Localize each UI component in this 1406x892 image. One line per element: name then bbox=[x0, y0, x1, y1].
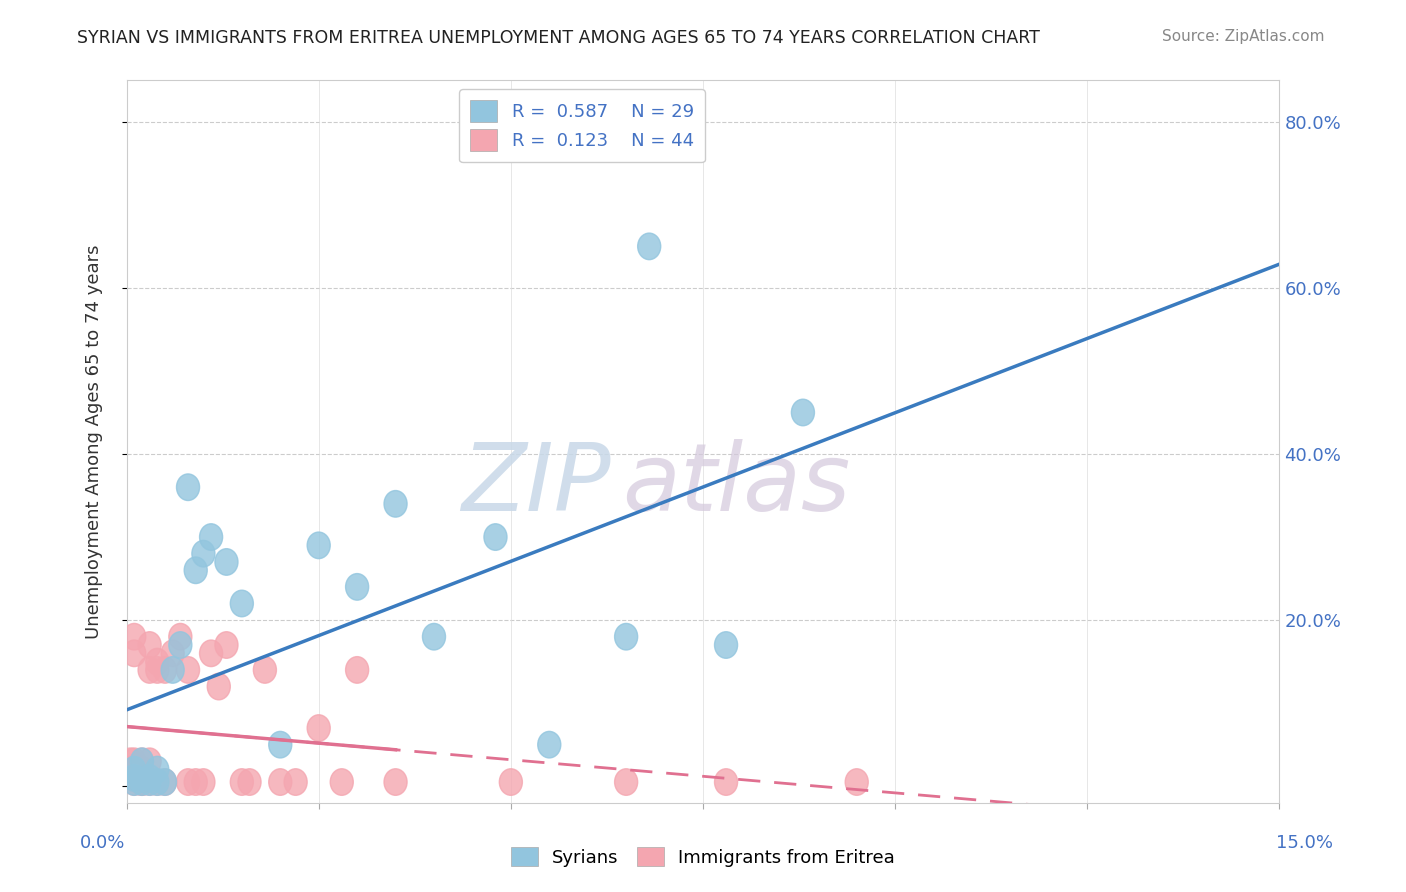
Ellipse shape bbox=[131, 756, 153, 783]
Ellipse shape bbox=[122, 764, 146, 791]
Ellipse shape bbox=[153, 769, 177, 796]
Ellipse shape bbox=[122, 764, 146, 791]
Ellipse shape bbox=[253, 657, 277, 683]
Ellipse shape bbox=[146, 756, 169, 783]
Ellipse shape bbox=[177, 474, 200, 500]
Ellipse shape bbox=[269, 731, 292, 758]
Ellipse shape bbox=[537, 731, 561, 758]
Ellipse shape bbox=[207, 673, 231, 700]
Ellipse shape bbox=[638, 233, 661, 260]
Ellipse shape bbox=[184, 769, 207, 796]
Ellipse shape bbox=[122, 756, 146, 783]
Ellipse shape bbox=[215, 632, 238, 658]
Ellipse shape bbox=[153, 769, 177, 796]
Ellipse shape bbox=[131, 748, 153, 774]
Ellipse shape bbox=[238, 769, 262, 796]
Ellipse shape bbox=[146, 648, 169, 675]
Ellipse shape bbox=[138, 748, 162, 774]
Legend: R =  0.587    N = 29, R =  0.123    N = 44: R = 0.587 N = 29, R = 0.123 N = 44 bbox=[460, 89, 704, 162]
Ellipse shape bbox=[384, 491, 408, 517]
Ellipse shape bbox=[131, 764, 153, 791]
Ellipse shape bbox=[162, 657, 184, 683]
Ellipse shape bbox=[614, 624, 638, 650]
Ellipse shape bbox=[307, 714, 330, 741]
Ellipse shape bbox=[346, 574, 368, 600]
Ellipse shape bbox=[138, 769, 162, 796]
Ellipse shape bbox=[131, 769, 153, 796]
Ellipse shape bbox=[162, 640, 184, 666]
Ellipse shape bbox=[169, 632, 191, 658]
Ellipse shape bbox=[845, 769, 869, 796]
Ellipse shape bbox=[384, 769, 408, 796]
Ellipse shape bbox=[714, 769, 738, 796]
Text: Source: ZipAtlas.com: Source: ZipAtlas.com bbox=[1161, 29, 1324, 44]
Ellipse shape bbox=[200, 524, 222, 550]
Ellipse shape bbox=[499, 769, 523, 796]
Ellipse shape bbox=[122, 640, 146, 666]
Ellipse shape bbox=[122, 769, 146, 796]
Ellipse shape bbox=[191, 541, 215, 567]
Text: 0.0%: 0.0% bbox=[80, 834, 125, 852]
Ellipse shape bbox=[177, 657, 200, 683]
Ellipse shape bbox=[138, 657, 162, 683]
Ellipse shape bbox=[346, 657, 368, 683]
Ellipse shape bbox=[269, 769, 292, 796]
Ellipse shape bbox=[122, 769, 146, 796]
Y-axis label: Unemployment Among Ages 65 to 74 years: Unemployment Among Ages 65 to 74 years bbox=[84, 244, 103, 639]
Ellipse shape bbox=[231, 591, 253, 616]
Ellipse shape bbox=[146, 769, 169, 796]
Ellipse shape bbox=[146, 769, 169, 796]
Ellipse shape bbox=[231, 769, 253, 796]
Ellipse shape bbox=[184, 557, 207, 583]
Ellipse shape bbox=[307, 532, 330, 558]
Ellipse shape bbox=[200, 640, 222, 666]
Ellipse shape bbox=[138, 769, 162, 796]
Ellipse shape bbox=[131, 748, 153, 774]
Text: ZIP: ZIP bbox=[461, 440, 610, 531]
Ellipse shape bbox=[138, 764, 162, 791]
Ellipse shape bbox=[131, 769, 153, 796]
Ellipse shape bbox=[120, 756, 142, 783]
Ellipse shape bbox=[614, 769, 638, 796]
Text: SYRIAN VS IMMIGRANTS FROM ERITREA UNEMPLOYMENT AMONG AGES 65 TO 74 YEARS CORRELA: SYRIAN VS IMMIGRANTS FROM ERITREA UNEMPL… bbox=[77, 29, 1040, 46]
Text: atlas: atlas bbox=[623, 440, 851, 531]
Ellipse shape bbox=[131, 769, 153, 796]
Ellipse shape bbox=[169, 624, 191, 650]
Ellipse shape bbox=[284, 769, 307, 796]
Text: 15.0%: 15.0% bbox=[1277, 834, 1333, 852]
Legend: Syrians, Immigrants from Eritrea: Syrians, Immigrants from Eritrea bbox=[503, 840, 903, 874]
Ellipse shape bbox=[422, 624, 446, 650]
Ellipse shape bbox=[122, 756, 146, 783]
Ellipse shape bbox=[215, 549, 238, 575]
Ellipse shape bbox=[146, 657, 169, 683]
Ellipse shape bbox=[120, 748, 142, 774]
Ellipse shape bbox=[177, 769, 200, 796]
Ellipse shape bbox=[714, 632, 738, 658]
Ellipse shape bbox=[153, 657, 177, 683]
Ellipse shape bbox=[122, 748, 146, 774]
Ellipse shape bbox=[330, 769, 353, 796]
Ellipse shape bbox=[484, 524, 508, 550]
Ellipse shape bbox=[792, 400, 814, 425]
Ellipse shape bbox=[122, 624, 146, 650]
Ellipse shape bbox=[138, 632, 162, 658]
Ellipse shape bbox=[191, 769, 215, 796]
